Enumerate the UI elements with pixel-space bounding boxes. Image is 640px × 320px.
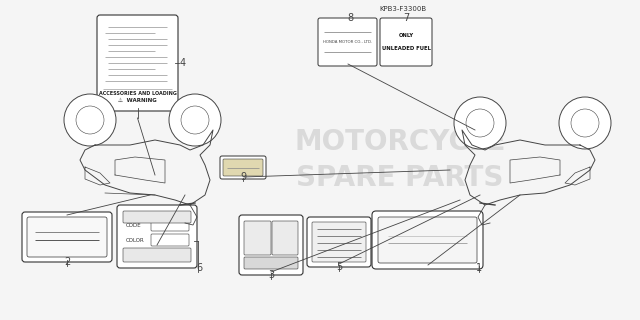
FancyBboxPatch shape bbox=[223, 159, 263, 176]
FancyBboxPatch shape bbox=[151, 219, 189, 231]
Text: CODE: CODE bbox=[126, 222, 141, 228]
Ellipse shape bbox=[76, 106, 104, 134]
Text: 2: 2 bbox=[64, 257, 70, 267]
Text: UNLEADED FUEL: UNLEADED FUEL bbox=[381, 46, 431, 51]
Text: ACCESSORIES AND LOADING: ACCESSORIES AND LOADING bbox=[99, 91, 177, 95]
Text: COLOR: COLOR bbox=[126, 237, 145, 243]
FancyBboxPatch shape bbox=[318, 18, 377, 66]
FancyBboxPatch shape bbox=[244, 221, 271, 255]
FancyBboxPatch shape bbox=[380, 18, 432, 66]
FancyBboxPatch shape bbox=[372, 211, 483, 269]
FancyBboxPatch shape bbox=[123, 248, 191, 262]
FancyBboxPatch shape bbox=[239, 215, 303, 275]
Text: ⚠  WARNING: ⚠ WARNING bbox=[118, 98, 157, 102]
Text: ONLY: ONLY bbox=[399, 33, 413, 38]
Text: HONDA MOTOR CO., LTD.: HONDA MOTOR CO., LTD. bbox=[323, 40, 372, 44]
Text: 8: 8 bbox=[348, 13, 353, 23]
Text: KPB3-F3300B: KPB3-F3300B bbox=[379, 6, 426, 12]
Text: 7: 7 bbox=[403, 13, 409, 23]
Ellipse shape bbox=[169, 94, 221, 146]
FancyBboxPatch shape bbox=[307, 217, 371, 267]
FancyBboxPatch shape bbox=[244, 257, 298, 269]
Ellipse shape bbox=[64, 94, 116, 146]
Text: 1: 1 bbox=[476, 263, 482, 273]
Text: 4: 4 bbox=[180, 58, 186, 68]
FancyBboxPatch shape bbox=[22, 212, 112, 262]
FancyBboxPatch shape bbox=[117, 205, 197, 268]
Ellipse shape bbox=[454, 97, 506, 149]
FancyBboxPatch shape bbox=[97, 15, 178, 111]
FancyBboxPatch shape bbox=[312, 222, 366, 262]
Ellipse shape bbox=[571, 109, 599, 137]
Ellipse shape bbox=[181, 106, 209, 134]
Ellipse shape bbox=[466, 109, 494, 137]
Text: 6: 6 bbox=[196, 263, 202, 273]
FancyBboxPatch shape bbox=[27, 217, 107, 257]
FancyBboxPatch shape bbox=[151, 234, 189, 246]
Ellipse shape bbox=[559, 97, 611, 149]
Text: 9: 9 bbox=[240, 172, 246, 182]
FancyBboxPatch shape bbox=[272, 221, 298, 255]
Text: 5: 5 bbox=[336, 262, 342, 272]
Text: 3: 3 bbox=[268, 270, 274, 280]
FancyBboxPatch shape bbox=[378, 217, 477, 263]
FancyBboxPatch shape bbox=[123, 211, 191, 223]
FancyBboxPatch shape bbox=[220, 156, 266, 179]
Text: MOTORCYCLE
SPARE PARTS: MOTORCYCLE SPARE PARTS bbox=[294, 128, 506, 192]
